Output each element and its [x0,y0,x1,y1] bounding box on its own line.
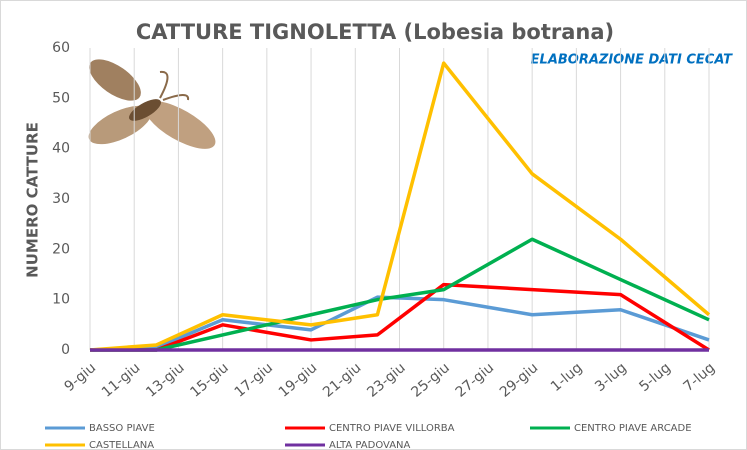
legend-label: ALTA PADOVANA [329,440,411,450]
legend-label: BASSO PIAVE [89,423,155,434]
y-tick-label: 10 [52,292,70,308]
series-line [89,61,711,352]
y-tick-label: 50 [52,90,70,106]
chart-subtitle: ELABORAZIONE DATI CECAT [531,53,733,68]
y-tick-label: 60 [52,40,70,56]
y-tick-label: 40 [52,141,70,157]
y-tick-label: 30 [52,191,70,207]
series-line [90,237,710,352]
legend-label: CENTRO PIAVE VILLORBA [329,423,455,434]
y-axis-label: NUMERO CATTURE [24,122,42,278]
series-line [90,282,710,352]
chart-title: CATTURE TIGNOLETTA (Lobesia botrana) [136,20,614,44]
legend-label: CASTELLANA [89,440,154,450]
y-tick-label: 0 [61,342,70,358]
y-tick-label: 20 [52,241,70,257]
series-line [89,295,710,352]
legend-label: CENTRO PIAVE ARCADE [574,423,692,434]
moth-illustration [88,59,216,149]
